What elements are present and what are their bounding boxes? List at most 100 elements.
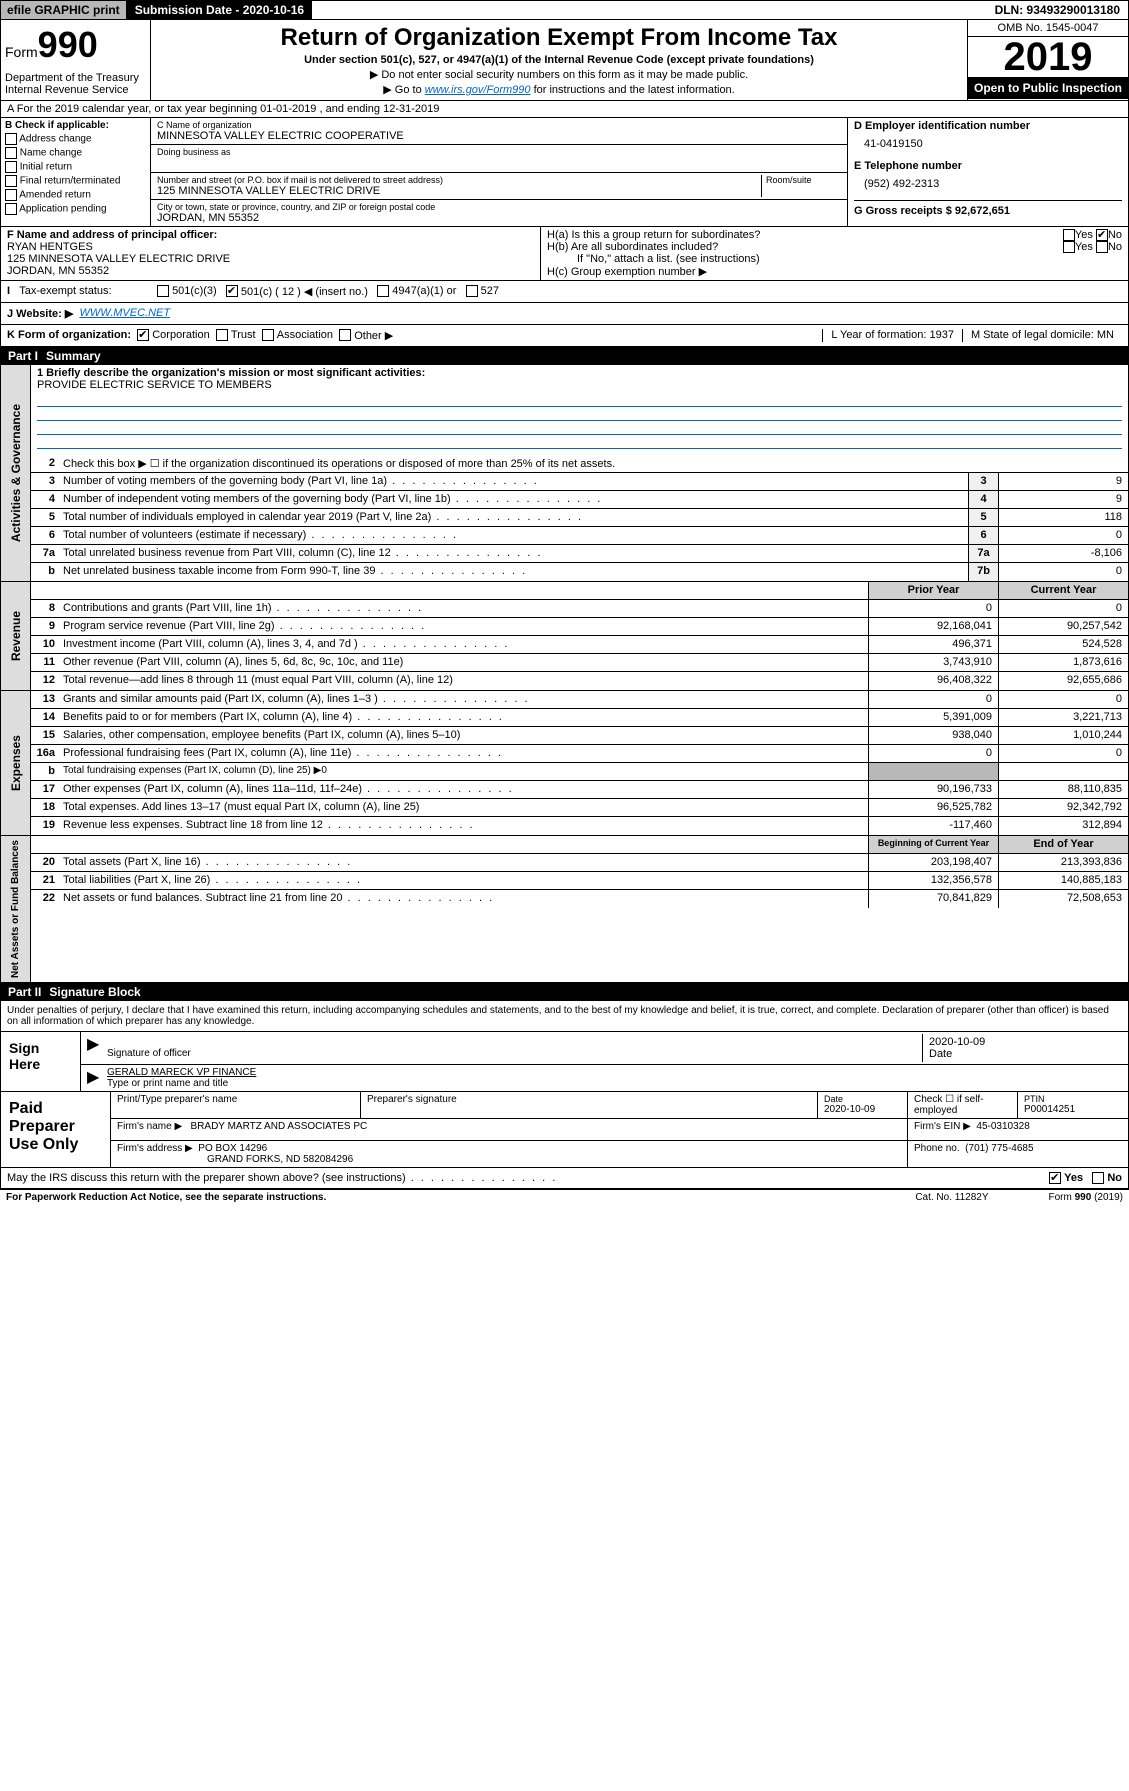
website-label: J Website: ▶ [7, 307, 73, 320]
expenses-section: Expenses 13Grants and similar amounts pa… [0, 691, 1129, 836]
line-21-py: 132,356,578 [868, 872, 998, 889]
line-14: Benefits paid to or for members (Part IX… [59, 709, 868, 726]
form-org-row: K Form of organization: Corporation Trus… [0, 325, 1129, 347]
firm-addr: PO BOX 14296 [198, 1143, 267, 1154]
check-other[interactable] [339, 329, 351, 341]
line-9-py: 92,168,041 [868, 618, 998, 635]
begin-year-header: Beginning of Current Year [868, 836, 998, 853]
opt-trust: Trust [231, 329, 256, 342]
line-12-cy: 92,655,686 [998, 672, 1128, 690]
submission-date: Submission Date - 2020-10-16 [127, 1, 312, 19]
line-2: Check this box ▶ ☐ if the organization d… [59, 455, 1128, 472]
governance-section: Activities & Governance 1 Briefly descri… [0, 365, 1129, 582]
check-name-change[interactable]: Name change [5, 147, 146, 159]
line-9: Program service revenue (Part VIII, line… [59, 618, 868, 635]
check-trust[interactable] [216, 329, 228, 341]
line-17-cy: 88,110,835 [998, 781, 1128, 798]
discuss-row: May the IRS discuss this return with the… [0, 1168, 1129, 1189]
efile-link[interactable]: efile GRAPHIC print [1, 1, 127, 19]
line-4-val: 9 [998, 491, 1128, 508]
prep-sig-label: Preparer's signature [361, 1092, 818, 1118]
discuss-no[interactable] [1092, 1172, 1104, 1184]
line-8: Contributions and grants (Part VIII, lin… [59, 600, 868, 617]
discuss-text: May the IRS discuss this return with the… [7, 1172, 557, 1184]
check-application-pending[interactable]: Application pending [5, 203, 146, 215]
irs-link[interactable]: www.irs.gov/Form990 [425, 84, 531, 96]
line-12-py: 96,408,322 [868, 672, 998, 690]
line-9-cy: 90,257,542 [998, 618, 1128, 635]
check-address-change[interactable]: Address change [5, 133, 146, 145]
part2-header: Part II Signature Block [0, 983, 1129, 1001]
check-corporation[interactable] [137, 329, 149, 341]
form-label: Form [5, 44, 38, 60]
line-7b: Net unrelated business taxable income fr… [59, 563, 968, 581]
revenue-section: Revenue Prior Year Current Year 8Contrib… [0, 582, 1129, 691]
form-title: Return of Organization Exempt From Incom… [155, 24, 963, 52]
addr-label: Number and street (or P.O. box if mail i… [157, 175, 761, 185]
check-association[interactable] [262, 329, 274, 341]
line-10-py: 496,371 [868, 636, 998, 653]
line-8-py: 0 [868, 600, 998, 617]
line-8-cy: 0 [998, 600, 1128, 617]
check-527[interactable] [466, 285, 478, 297]
part2-title: Signature Block [49, 985, 140, 999]
discuss-yes[interactable] [1049, 1172, 1061, 1184]
line-10: Investment income (Part VIII, column (A)… [59, 636, 868, 653]
footer: For Paperwork Reduction Act Notice, see … [0, 1189, 1129, 1205]
line-20-py: 203,198,407 [868, 854, 998, 871]
mission-line-3 [37, 421, 1122, 435]
expenses-vlabel: Expenses [7, 731, 25, 795]
line-7b-val: 0 [998, 563, 1128, 581]
prior-year-header: Prior Year [868, 582, 998, 599]
line-10-cy: 524,528 [998, 636, 1128, 653]
paperwork-notice: For Paperwork Reduction Act Notice, see … [6, 1192, 326, 1203]
ha-row: H(a) Is this a group return for subordin… [547, 229, 1122, 241]
line-13: Grants and similar amounts paid (Part IX… [59, 691, 868, 708]
sign-here-label: Sign Here [1, 1032, 81, 1091]
self-employed-check[interactable]: Check ☐ if self-employed [908, 1092, 1018, 1118]
ein-value: 41-0419150 [864, 138, 1122, 150]
mission-line-4 [37, 435, 1122, 449]
form-note-2: ▶ Go to www.irs.gov/Form990 for instruct… [155, 83, 963, 96]
k-label: K Form of organization: [7, 329, 131, 342]
sig-name-label: Type or print name and title [107, 1078, 1122, 1089]
city-label: City or town, state or province, country… [157, 202, 841, 212]
website-link[interactable]: WWW.MVEC.NET [79, 307, 170, 320]
netassets-vlabel: Net Assets or Fund Balances [8, 836, 23, 982]
line-16b-cy [998, 763, 1128, 780]
line-6: Total number of volunteers (estimate if … [59, 527, 968, 544]
check-4947[interactable] [377, 285, 389, 297]
line-17-py: 90,196,733 [868, 781, 998, 798]
line-19: Revenue less expenses. Subtract line 18 … [59, 817, 868, 835]
opt-assoc: Association [277, 329, 333, 342]
line-18: Total expenses. Add lines 13–17 (must eq… [59, 799, 868, 816]
line-11-cy: 1,873,616 [998, 654, 1128, 671]
department: Department of the Treasury Internal Reve… [5, 72, 146, 96]
tax-year: 2019 [968, 37, 1128, 77]
line-3: Number of voting members of the governin… [59, 473, 968, 490]
opt-501c3: 501(c)(3) [172, 285, 217, 298]
check-amended[interactable]: Amended return [5, 189, 146, 201]
check-501c[interactable] [226, 285, 238, 297]
state-domicile: M State of legal domicile: MN [962, 329, 1122, 342]
open-to-public: Open to Public Inspection [968, 77, 1128, 99]
check-initial-return[interactable]: Initial return [5, 161, 146, 173]
line-16a-py: 0 [868, 745, 998, 762]
line-19-cy: 312,894 [998, 817, 1128, 835]
opt-4947: 4947(a)(1) or [392, 285, 456, 298]
org-name: MINNESOTA VALLEY ELECTRIC COOPERATIVE [157, 130, 841, 142]
check-final-return[interactable]: Final return/terminated [5, 175, 146, 187]
form-header: Form990 Department of the Treasury Inter… [0, 20, 1129, 101]
sig-officer-label: Signature of officer [107, 1048, 922, 1059]
hc-row: H(c) Group exemption number ▶ [547, 265, 1122, 278]
line-7a-val: -8,106 [998, 545, 1128, 562]
current-year-header: Current Year [998, 582, 1128, 599]
ptin-value: P00014251 [1024, 1104, 1122, 1115]
mission-statement: PROVIDE ELECTRIC SERVICE TO MEMBERS [37, 379, 272, 391]
paid-preparer-label: Paid Preparer Use Only [1, 1092, 111, 1167]
signature-section: Under penalties of perjury, I declare th… [0, 1001, 1129, 1168]
officer-label: F Name and address of principal officer: [7, 229, 534, 241]
check-501c3[interactable] [157, 285, 169, 297]
line-18-cy: 92,342,792 [998, 799, 1128, 816]
org-address: 125 MINNESOTA VALLEY ELECTRIC DRIVE [157, 185, 761, 197]
